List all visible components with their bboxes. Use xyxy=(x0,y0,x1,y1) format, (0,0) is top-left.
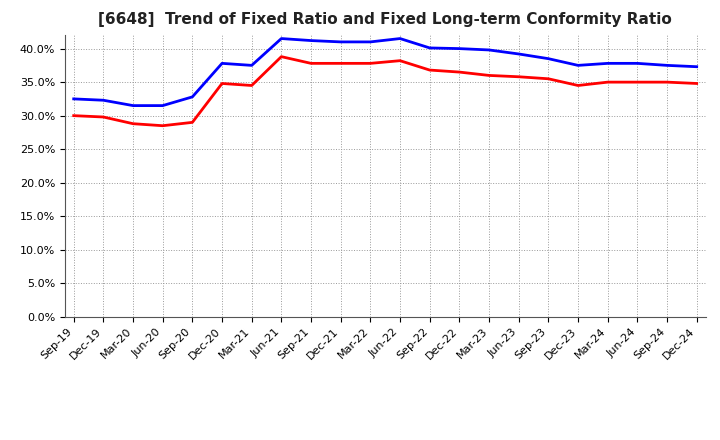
Fixed Ratio xyxy=(544,56,553,61)
Fixed Ratio xyxy=(366,39,374,44)
Fixed Long-term Conformity Ratio xyxy=(99,114,108,120)
Fixed Long-term Conformity Ratio xyxy=(336,61,345,66)
Fixed Long-term Conformity Ratio xyxy=(426,67,434,73)
Fixed Ratio xyxy=(129,103,138,108)
Fixed Long-term Conformity Ratio xyxy=(396,58,405,63)
Fixed Ratio xyxy=(574,63,582,68)
Fixed Long-term Conformity Ratio xyxy=(514,74,523,79)
Fixed Long-term Conformity Ratio xyxy=(69,113,78,118)
Fixed Ratio xyxy=(633,61,642,66)
Fixed Long-term Conformity Ratio xyxy=(455,70,464,75)
Fixed Ratio xyxy=(69,96,78,102)
Fixed Long-term Conformity Ratio xyxy=(217,81,226,86)
Fixed Ratio xyxy=(693,64,701,70)
Fixed Ratio xyxy=(217,61,226,66)
Fixed Ratio xyxy=(188,94,197,99)
Fixed Long-term Conformity Ratio xyxy=(485,73,493,78)
Fixed Long-term Conformity Ratio xyxy=(366,61,374,66)
Fixed Ratio xyxy=(662,63,671,68)
Fixed Long-term Conformity Ratio xyxy=(307,61,315,66)
Fixed Ratio xyxy=(603,61,612,66)
Fixed Ratio xyxy=(307,38,315,43)
Fixed Long-term Conformity Ratio xyxy=(277,54,286,59)
Fixed Long-term Conformity Ratio xyxy=(544,76,553,81)
Line: Fixed Long-term Conformity Ratio: Fixed Long-term Conformity Ratio xyxy=(73,57,697,126)
Fixed Ratio xyxy=(396,36,405,41)
Fixed Long-term Conformity Ratio xyxy=(158,123,167,128)
Line: Fixed Ratio: Fixed Ratio xyxy=(73,39,697,106)
Fixed Long-term Conformity Ratio xyxy=(248,83,256,88)
Fixed Long-term Conformity Ratio xyxy=(633,80,642,85)
Fixed Ratio xyxy=(455,46,464,51)
Fixed Ratio xyxy=(99,98,108,103)
Title: [6648]  Trend of Fixed Ratio and Fixed Long-term Conformity Ratio: [6648] Trend of Fixed Ratio and Fixed Lo… xyxy=(99,12,672,27)
Fixed Long-term Conformity Ratio xyxy=(129,121,138,126)
Fixed Long-term Conformity Ratio xyxy=(188,120,197,125)
Fixed Ratio xyxy=(277,36,286,41)
Fixed Long-term Conformity Ratio xyxy=(693,81,701,86)
Fixed Ratio xyxy=(426,45,434,51)
Fixed Long-term Conformity Ratio xyxy=(574,83,582,88)
Fixed Long-term Conformity Ratio xyxy=(662,80,671,85)
Fixed Ratio xyxy=(336,39,345,44)
Fixed Ratio xyxy=(158,103,167,108)
Fixed Ratio xyxy=(514,51,523,57)
Fixed Ratio xyxy=(485,48,493,53)
Fixed Long-term Conformity Ratio xyxy=(603,80,612,85)
Fixed Ratio xyxy=(248,63,256,68)
